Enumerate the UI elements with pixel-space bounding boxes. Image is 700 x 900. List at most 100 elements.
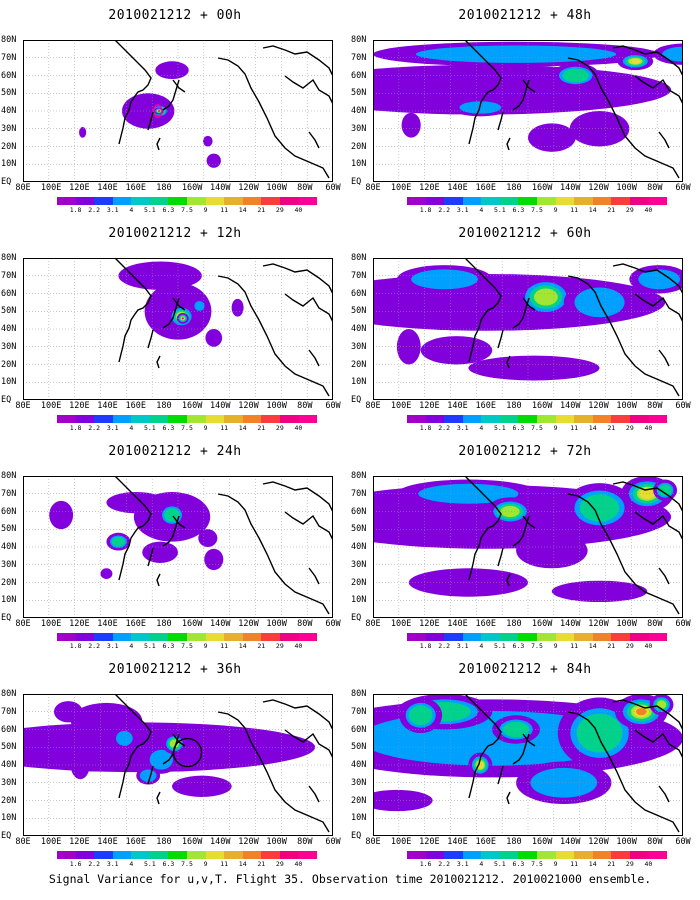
colorbar-swatch <box>57 851 76 859</box>
latitude-label: 40N <box>1 542 17 552</box>
latitude-label: 50N <box>351 306 367 317</box>
colorbar-label: 6.3 <box>512 860 525 868</box>
longitude-label: 100W <box>266 619 287 629</box>
colorbar-label: 5.1 <box>493 424 506 432</box>
colorbar-label: 6.3 <box>162 206 175 214</box>
map-frame <box>373 40 683 182</box>
colorbar-label: 6.3 <box>162 424 175 432</box>
colorbar-label: 7.5 <box>531 424 543 432</box>
colorbar-swatch <box>611 633 630 641</box>
latitude-label: 70N <box>1 270 17 281</box>
latitude-label: 20N <box>1 795 17 806</box>
map-area: 80N 70N 60N 50N 40N 30N 20N 10N EQ 80E 100E 120E 140… <box>351 36 691 193</box>
longitude-label: 120E <box>69 401 90 411</box>
longitude-label: 140E <box>97 401 118 411</box>
contour-region <box>576 713 623 753</box>
colorbar-swatch <box>629 415 649 423</box>
map-area: 80N 70N 60N 50N 40N 30N 20N 10N EQ 80E 100E 120E 140… <box>351 254 691 411</box>
colorbar-swatch <box>112 415 132 423</box>
latitude-label: 20N <box>1 359 17 370</box>
contour-region <box>139 769 157 782</box>
colorbar-label: 9 <box>553 642 558 650</box>
colorbar-swatch <box>168 633 188 641</box>
longitude-label: 160E <box>125 837 146 847</box>
contour-region <box>149 749 173 770</box>
colorbar-swatch <box>444 197 463 205</box>
longitude-label: 140E <box>447 619 468 629</box>
colorbar-label: 14 <box>238 206 247 214</box>
longitude-label: 80W <box>647 401 663 411</box>
colorbar-label: 29 <box>625 424 634 432</box>
colorbar-label: 11 <box>220 206 229 214</box>
colorbar-label: 14 <box>588 642 597 650</box>
variance-field <box>23 694 333 836</box>
colorbar-label: 9 <box>203 424 208 432</box>
colorbar-swatch <box>205 633 225 641</box>
longitude-label: 100E <box>390 619 412 629</box>
map-plot <box>23 694 333 836</box>
colorbar-swatch <box>555 197 575 205</box>
longitude-label: 180 <box>156 837 172 847</box>
colorbar-swatch <box>425 633 445 641</box>
colorbar-label: 4 <box>479 424 484 432</box>
longitude-label: 140E <box>97 183 118 193</box>
colorbar-label: 5.1 <box>143 860 156 868</box>
panel-title: 2010021212 + 84h <box>458 662 592 677</box>
latitude-label: 40N <box>1 760 17 770</box>
colorbar-swatch <box>611 851 630 859</box>
colorbar-swatch <box>187 197 206 205</box>
latitude-label: 20N <box>351 577 367 588</box>
colorbar-swatch <box>75 851 95 859</box>
colorbar-label: 11 <box>570 860 579 868</box>
colorbar-label: 40 <box>294 206 303 214</box>
contour-region <box>569 111 630 147</box>
longitude-label: 160W <box>181 401 203 411</box>
latitude-label: 20N <box>1 577 17 588</box>
latitude-label: 10N <box>1 377 17 388</box>
latitude-label: EQ <box>351 831 362 841</box>
contour-region <box>658 484 672 497</box>
colorbar-label: 14 <box>588 206 597 214</box>
colorbar: 1.8 2.2 3.1 4 5.1 6.3 7.5 9 11 14 21 29 40 <box>407 415 668 437</box>
longitude-label: 140E <box>97 619 118 629</box>
contour-region <box>420 336 493 365</box>
contour-region <box>418 483 519 504</box>
colorbar-swatch <box>592 197 612 205</box>
colorbar-label: 14 <box>238 424 247 432</box>
colorbar-swatch <box>518 197 538 205</box>
colorbar-label: 7.5 <box>181 424 193 432</box>
map-plot <box>23 476 333 618</box>
colorbar-label: 1.8 <box>69 424 82 432</box>
gridlines <box>23 258 333 400</box>
latitude-label: 30N <box>351 341 367 352</box>
latitude-label: EQ <box>351 395 362 405</box>
latitude-label: 40N <box>351 760 367 770</box>
colorbar-swatch <box>261 415 280 423</box>
colorbar-label: 11 <box>570 642 579 650</box>
map-frame <box>23 258 333 400</box>
colorbar-swatch <box>518 415 538 423</box>
colorbar-label: 11 <box>220 642 229 650</box>
latitude-label: 20N <box>351 141 367 152</box>
longitude-label: 140W <box>210 183 231 193</box>
latitude-label: EQ <box>1 177 12 187</box>
longitude-label: 120E <box>419 837 440 847</box>
colorbar-label: 4 <box>479 642 484 650</box>
colorbar: 1.6 2.2 3.1 4 5.1 6.3 7.5 9 11 14 21 29 40 <box>57 851 318 873</box>
colorbar-label: 2.2 <box>88 860 101 868</box>
contour-region <box>181 317 184 320</box>
longitude-label: 160W <box>181 183 203 193</box>
contour-region <box>401 112 421 138</box>
colorbar-swatch <box>537 851 556 859</box>
colorbar-swatch <box>407 197 426 205</box>
longitude-label: 80W <box>297 401 313 411</box>
colorbar-swatch <box>112 851 132 859</box>
colorbar-label: 9 <box>553 860 558 868</box>
longitude-label: 120W <box>588 183 609 193</box>
latitude-label: 40N <box>351 106 367 116</box>
colorbar-label: 7.5 <box>531 860 543 868</box>
longitude-label: 120W <box>238 401 259 411</box>
colorbar-label: 40 <box>644 860 653 868</box>
colorbar-swatch <box>499 197 519 205</box>
